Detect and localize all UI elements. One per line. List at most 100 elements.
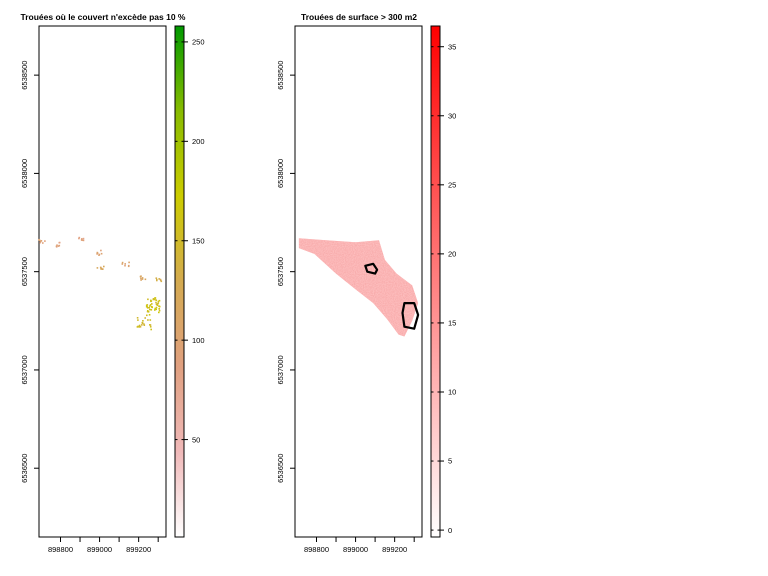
y-tick-label: 6538000 — [276, 159, 285, 188]
gap-cell — [38, 239, 41, 241]
gap-cell — [149, 305, 151, 307]
x-tick-label: 899200 — [382, 545, 407, 554]
gap-cell — [82, 237, 85, 240]
gap-cell — [158, 305, 161, 308]
gap-cell — [156, 279, 158, 282]
gap-cell — [96, 267, 99, 269]
colorbar-tick-label: 35 — [448, 42, 456, 51]
x-tick-label: 899200 — [126, 545, 151, 554]
gap-cell — [154, 309, 156, 311]
gap-cell — [138, 324, 141, 327]
gap-cell — [155, 303, 158, 305]
gap-cell — [158, 299, 161, 302]
gap-cell — [158, 278, 160, 280]
y-tick-label: 6536500 — [276, 454, 285, 483]
gap-cell — [149, 319, 152, 321]
colorbar-tick-label: 10 — [448, 388, 456, 397]
gap-cell — [143, 323, 145, 325]
gap-cell — [144, 278, 147, 281]
gap-cell — [147, 298, 149, 301]
gap-cell — [138, 325, 140, 328]
gap-cell — [56, 244, 58, 246]
y-tick-label: 6537000 — [276, 355, 285, 384]
gap-cell — [146, 307, 149, 309]
y-tick-label: 6537500 — [20, 257, 29, 286]
gap-cell — [150, 300, 152, 303]
gap-cell — [81, 238, 83, 240]
gap-cell — [158, 308, 160, 310]
gap-cell — [141, 322, 144, 325]
gap-cell — [157, 302, 160, 304]
x-axis: 898800 899000 899200 — [304, 537, 415, 554]
gap-cell — [146, 306, 148, 308]
gap-cell — [139, 326, 142, 328]
gap-cell — [142, 320, 144, 322]
gap-cell — [128, 264, 130, 267]
gap-cell — [141, 324, 143, 326]
colorbar-tick-label: 150 — [192, 236, 205, 245]
gap-cell — [155, 306, 158, 309]
y-tick-label: 6537000 — [20, 355, 29, 384]
gap-cell — [146, 314, 148, 317]
gap-cell — [150, 328, 152, 331]
y-axis: 6536500 6537000 6537500 6538000 6538500 — [276, 61, 295, 483]
gap-outline — [364, 262, 379, 275]
gap-cell — [148, 314, 151, 316]
gap-cell — [156, 304, 159, 306]
gap-cell — [151, 303, 153, 305]
gap-cell — [140, 279, 142, 281]
gap-cell — [157, 300, 160, 303]
colorbar-tick-label: 50 — [192, 435, 200, 444]
x-tick-label: 898800 — [304, 545, 329, 554]
gap-cell — [96, 252, 99, 254]
x-tick-label: 899000 — [343, 545, 368, 554]
gap-cell — [149, 324, 152, 326]
gap-cell — [155, 277, 158, 279]
panel-title: Trouées où le couvert n'excède pas 10 % — [20, 12, 185, 22]
gap-cell — [100, 249, 102, 252]
plot-frame — [294, 25, 423, 538]
gap-cell — [124, 263, 126, 265]
gap-cell — [102, 268, 104, 270]
gap-outline — [401, 302, 420, 330]
gap-cell — [147, 311, 150, 313]
raster-cells — [298, 238, 420, 337]
colorbar-tick-label: 200 — [192, 137, 205, 146]
raster-cells — [38, 236, 163, 331]
gap-cell — [155, 301, 157, 304]
gap-cell — [154, 307, 156, 310]
gap-cell — [149, 304, 152, 306]
gap-cell — [150, 309, 153, 311]
gap-cell — [151, 306, 153, 309]
gap-cell — [78, 237, 80, 240]
gap-cell — [147, 319, 149, 321]
gap-cell — [100, 252, 103, 255]
gap-cell — [156, 303, 159, 305]
gap-cell — [148, 306, 151, 309]
colorbar-tick-label: 25 — [448, 181, 456, 190]
colorbar-ticks: 50 100 150 200 250 — [175, 38, 205, 444]
gap-cell — [141, 277, 144, 279]
x-axis: 898800 899000 899200 — [48, 537, 159, 554]
x-tick-label: 898800 — [48, 545, 73, 554]
panel-title: Trouées de surface > 300 m2 — [301, 12, 417, 22]
gap-cell — [149, 326, 152, 328]
colorbar-tick-label: 15 — [448, 319, 456, 328]
colorbar-tick-label: 20 — [448, 250, 456, 259]
gap-cell — [146, 310, 149, 313]
panel-large-gaps: Trouées de surface > 300 m2 898800 899000… — [276, 12, 456, 554]
gap-cell — [40, 240, 43, 242]
colorbar-ticks: 0 5 10 15 20 25 30 35 — [431, 42, 456, 535]
gap-cell — [99, 266, 102, 269]
gap-cell — [146, 304, 149, 306]
gap-cell — [155, 299, 157, 301]
gap-cell — [42, 242, 44, 244]
gap-cell — [154, 298, 156, 301]
colorbar — [174, 25, 185, 538]
gap-cell — [82, 239, 85, 242]
gap-cell — [140, 277, 142, 280]
gap-cell — [140, 275, 142, 277]
y-tick-label: 6537500 — [276, 257, 285, 286]
colorbar-tick-label: 250 — [192, 38, 205, 47]
